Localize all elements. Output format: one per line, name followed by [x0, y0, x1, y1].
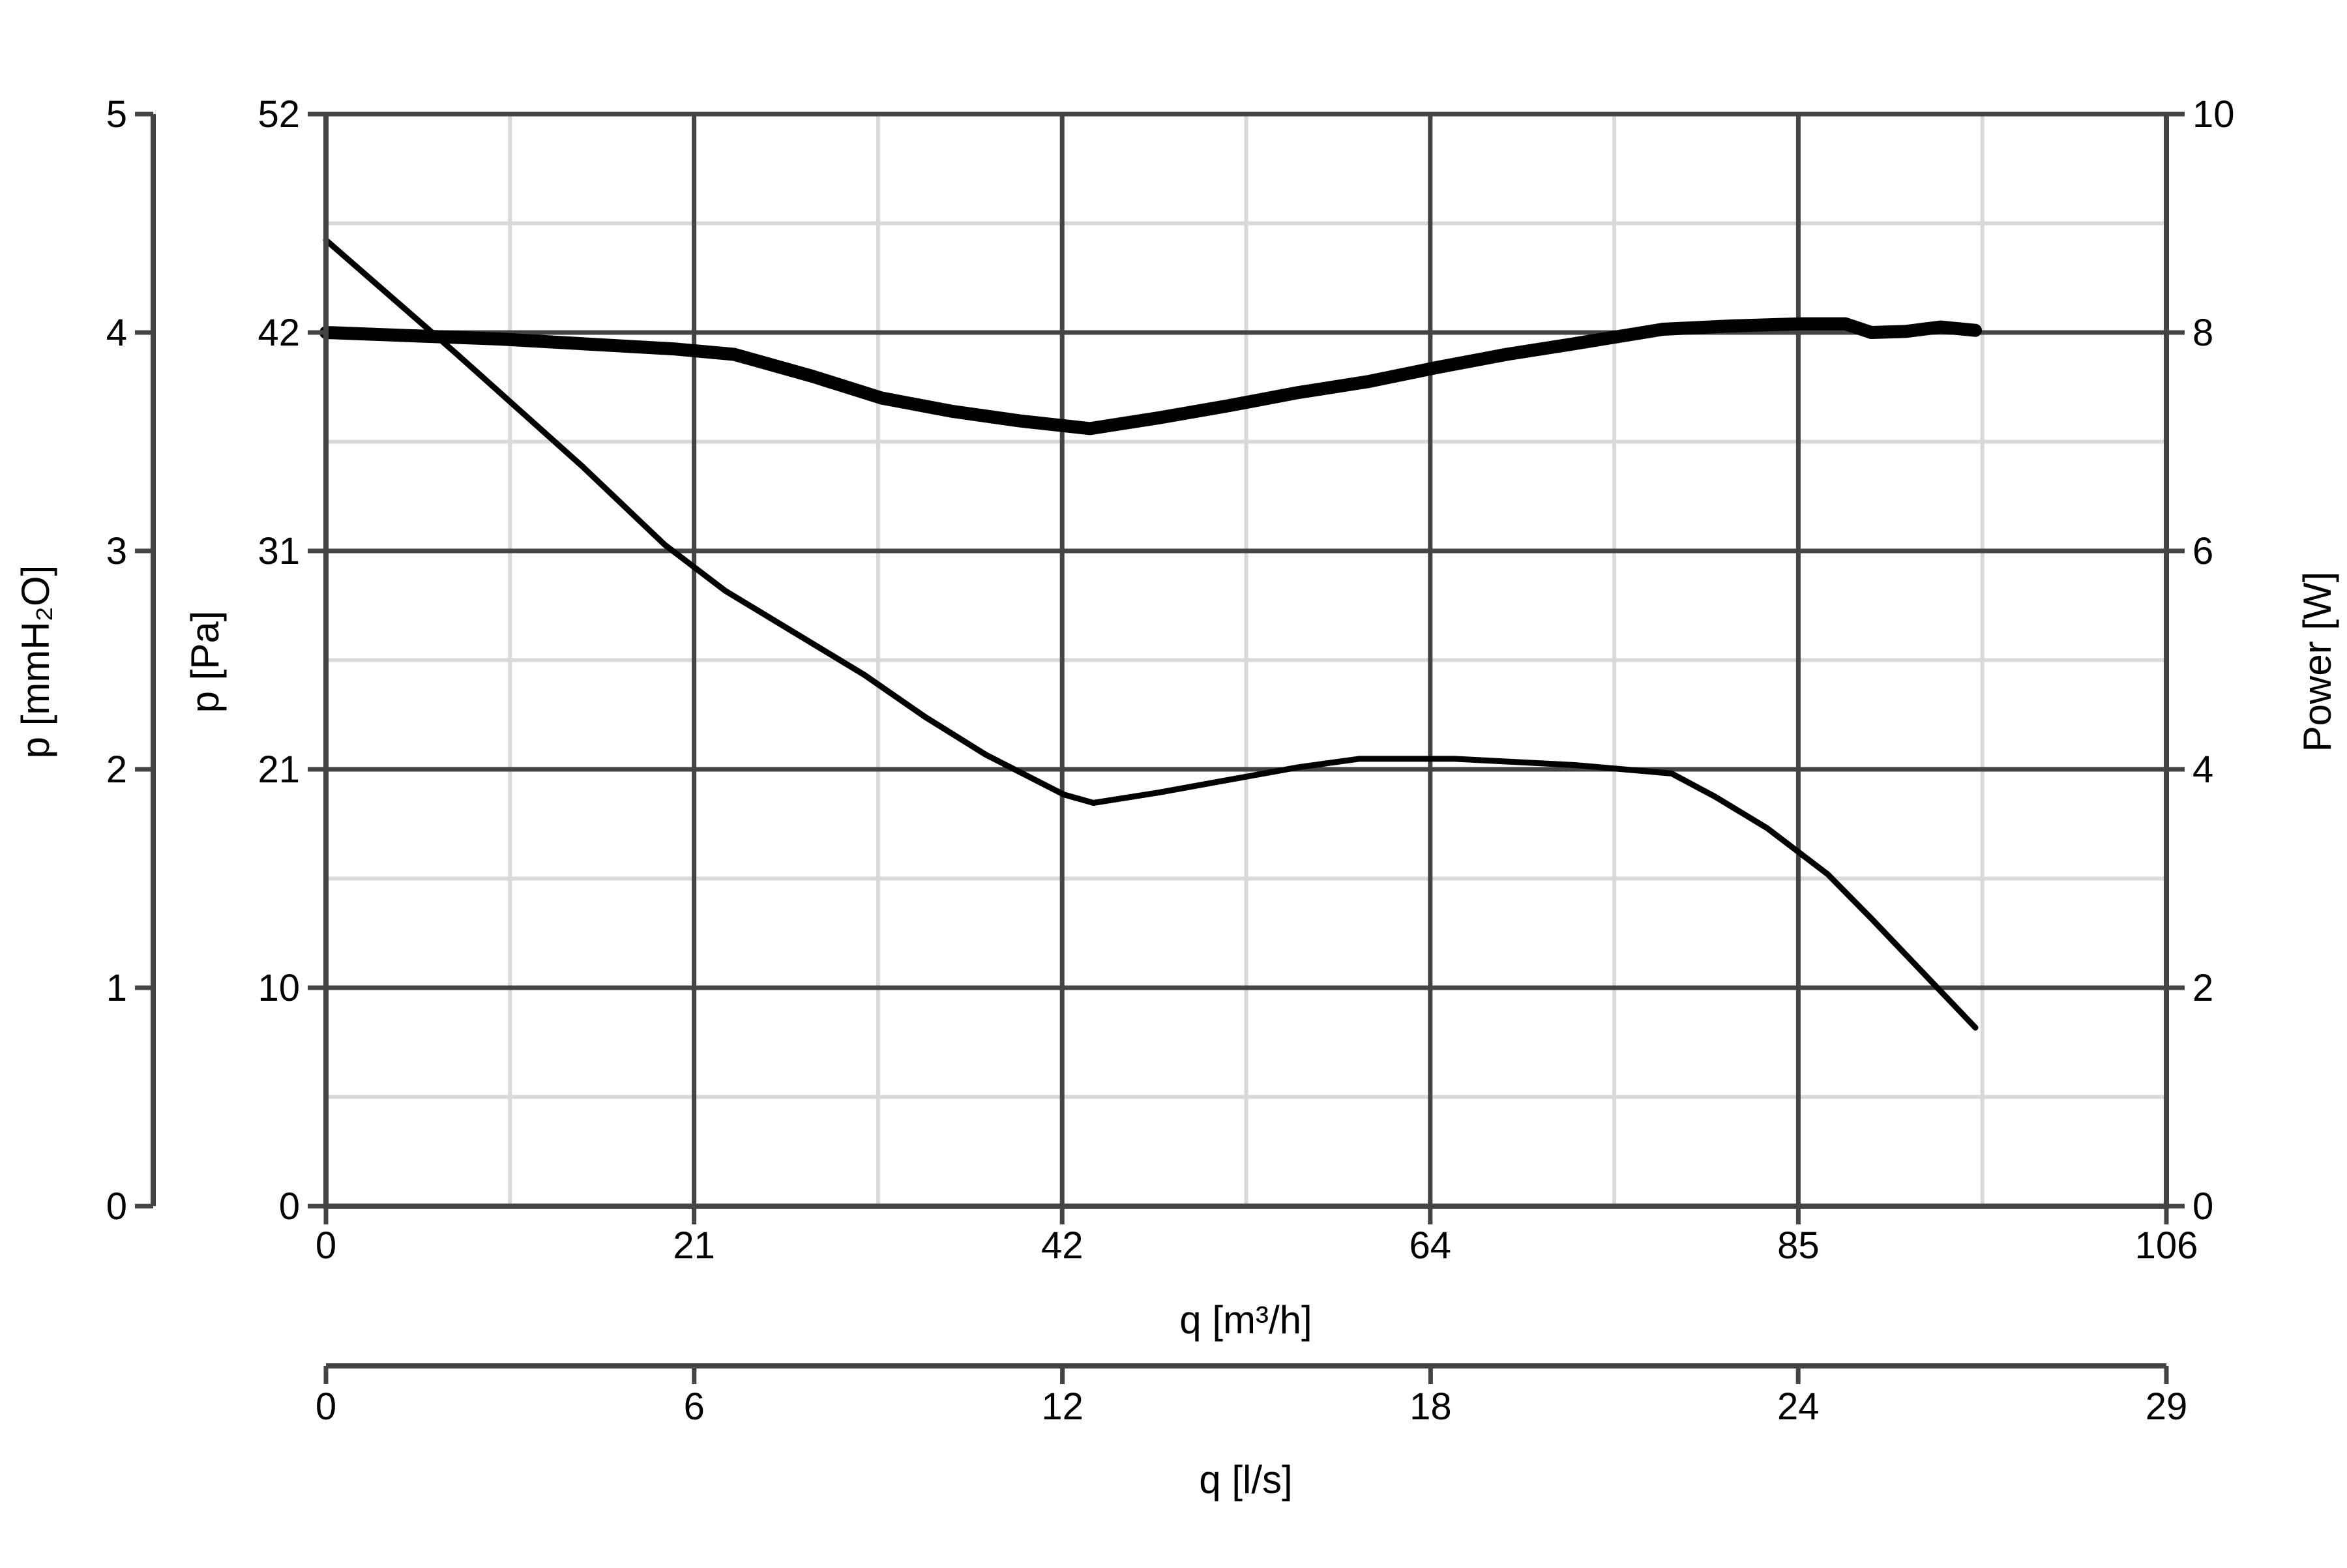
- y-pa-tick-label: 10: [258, 967, 300, 1009]
- y-pa-tick-label: 21: [258, 748, 300, 791]
- y-power-tick-label: 10: [2192, 93, 2235, 136]
- x-tick-label: 42: [1041, 1224, 1084, 1267]
- pressure-curve: [323, 237, 1979, 1031]
- y-power-tick-label: 0: [2192, 1185, 2213, 1228]
- y-power-tick-label: 8: [2192, 312, 2213, 354]
- y-mmh2o-tick-label: 5: [106, 93, 127, 136]
- x-secondary-tick-label: 24: [1777, 1385, 1820, 1428]
- y-pa-tick-label: 52: [258, 93, 300, 136]
- x-tick-label: 21: [673, 1224, 715, 1267]
- power-curve: [319, 317, 1982, 436]
- y-axis-pa-title: p [Pa]: [183, 611, 227, 713]
- x-tick-label: 0: [316, 1224, 336, 1267]
- y-mmh2o-tick-label: 4: [106, 312, 127, 354]
- x-secondary-tick-label: 0: [316, 1385, 336, 1428]
- y-pa-tick-label: 42: [258, 312, 300, 354]
- y-pa-tick-label: 0: [279, 1185, 300, 1228]
- x-tick-label: 106: [2135, 1224, 2198, 1267]
- y-mmh2o-tick-label: 1: [106, 967, 127, 1009]
- axes: [135, 111, 2185, 1384]
- performance-curves: [319, 237, 1982, 1031]
- x-axis-title: q [m³/h]: [1179, 1298, 1312, 1342]
- y-mmh2o-tick-label: 2: [106, 748, 127, 791]
- x-secondary-tick-label: 18: [1410, 1385, 1452, 1428]
- x-tick-label: 85: [1777, 1224, 1820, 1267]
- minor-gridlines: [326, 114, 2166, 1206]
- y-axis-mmh2o-title: p [mmH₂O]: [14, 565, 57, 759]
- y-power-tick-label: 4: [2192, 748, 2213, 791]
- y-mmh2o-tick-label: 3: [106, 530, 127, 572]
- x-tick-label: 64: [1410, 1224, 1452, 1267]
- y-power-tick-label: 6: [2192, 530, 2213, 572]
- x-secondary-tick-label: 29: [2146, 1385, 2188, 1428]
- x-secondary-tick-label: 12: [1041, 1385, 1084, 1428]
- y-pa-tick-label: 31: [258, 530, 300, 572]
- x-secondary-tick-label: 6: [684, 1385, 705, 1428]
- y-axis-power-title: Power [W]: [2295, 572, 2339, 752]
- x-axis-secondary-title: q [l/s]: [1199, 1458, 1292, 1501]
- y-power-tick-label: 2: [2192, 967, 2213, 1009]
- y-mmh2o-tick-label: 0: [106, 1185, 127, 1228]
